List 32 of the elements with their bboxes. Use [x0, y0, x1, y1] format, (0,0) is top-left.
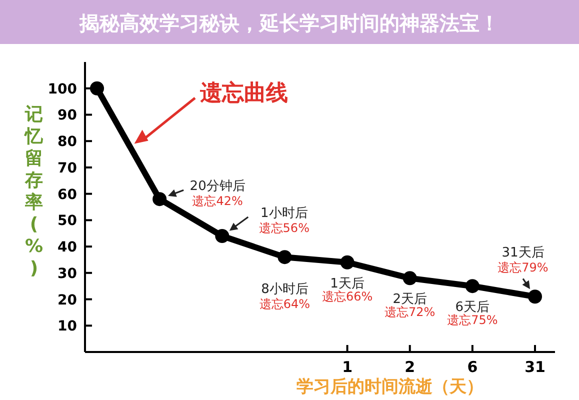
annotation: 1小时后	[260, 206, 308, 221]
y-tick-label: 40	[58, 240, 78, 256]
annotation: 8小时后	[261, 282, 308, 298]
y-tick-label: 90	[58, 108, 78, 124]
annotation: 31天后	[502, 246, 544, 261]
annotation: 遗忘42%	[192, 194, 243, 208]
x-axis-title: 学习后的时间流逝（天）	[296, 377, 484, 397]
y-tick-label: 80	[58, 134, 78, 150]
y-axis-title: 记忆留存率(%)	[24, 104, 44, 279]
annotation: 2天后	[392, 292, 427, 308]
annotation: 遗忘64%	[259, 297, 310, 312]
y-tick-label: 70	[58, 160, 78, 176]
x-tick-label: 6	[467, 358, 478, 376]
annotation: 20分钟后	[190, 179, 246, 194]
y-tick-label: 30	[58, 266, 78, 282]
x-tick-label: 31	[524, 358, 546, 376]
annotation: 遗忘56%	[258, 221, 310, 235]
y-tick-label: 60	[58, 186, 78, 203]
annotation: 6天后	[455, 300, 490, 316]
annotation: 1天后	[330, 276, 364, 292]
y-tick-label: 50	[58, 213, 78, 230]
annotation: 遗忘75%	[447, 313, 498, 328]
x-tick-label: 1	[342, 358, 353, 376]
chart-title: 揭秘高效学习秘诀，延长学习时间的神器法宝！	[78, 11, 500, 35]
x-tick-label: 2	[404, 358, 416, 376]
annotation: 遗忘曲线	[199, 80, 288, 106]
y-tick-label: 10	[58, 318, 78, 335]
annotation: 遗忘72%	[384, 305, 436, 320]
annotation: 遗忘66%	[322, 289, 373, 304]
y-tick-label: 20	[58, 292, 78, 308]
y-tick-label: 100	[48, 81, 78, 98]
annotation: 遗忘79%	[498, 260, 548, 275]
